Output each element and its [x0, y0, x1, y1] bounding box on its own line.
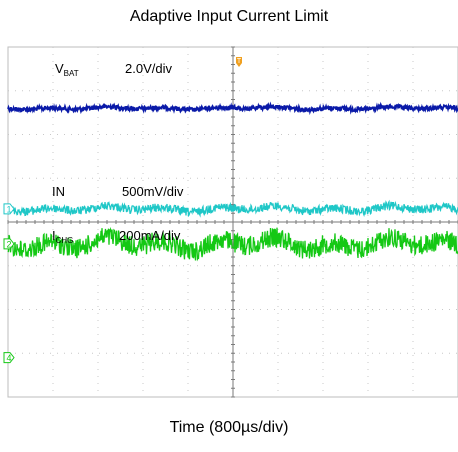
series-scale-in: 500mV/div [122, 184, 184, 199]
channel-marker-4: 4 [3, 352, 15, 364]
channel-marker-1: 1 [3, 203, 15, 215]
traces [7, 101, 458, 262]
series-label-vbat-main: V [55, 61, 64, 76]
trace-in [7, 199, 458, 218]
channel-marker-label: 1 [6, 204, 11, 214]
trigger-marker: T [236, 57, 242, 67]
channel-marker-label: 2 [6, 239, 11, 249]
channel-markers: 1 2 4 [3, 203, 15, 364]
series-label-ichg-sub: CHG [56, 236, 74, 245]
series-label-ichg: ICHG [52, 228, 73, 245]
series-label-vbat: VBAT [55, 61, 79, 78]
trigger-marker-label: T [237, 58, 242, 65]
trace-vbat [7, 101, 458, 116]
x-axis-label: Time (800µs/div) [169, 419, 289, 436]
series-scale-ichg: 200mA/div [119, 228, 181, 243]
chart-title: Adaptive Input Current Limit [129, 8, 329, 25]
series-label-ichg-main: I [52, 228, 56, 243]
series-label-vbat-sub: BAT [64, 69, 79, 78]
channel-marker-2: 2 [3, 238, 15, 250]
series-label-in: IN [52, 184, 65, 199]
channel-marker-label: 4 [6, 353, 11, 363]
series-scale-vbat: 2.0V/div [125, 61, 172, 76]
trace-ichg [7, 226, 458, 262]
